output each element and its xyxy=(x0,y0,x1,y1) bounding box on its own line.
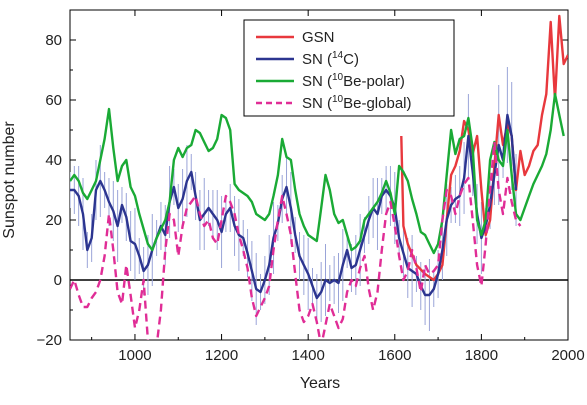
y-tick-label: 20 xyxy=(45,212,62,229)
x-tick-label: 1400 xyxy=(291,347,324,364)
x-tick-label: 1200 xyxy=(205,347,238,364)
y-tick-label: 60 xyxy=(45,92,62,109)
y-tick-label: −20 xyxy=(37,332,62,349)
x-tick-label: 1000 xyxy=(118,347,151,364)
x-tick-label: 1800 xyxy=(465,347,498,364)
y-tick-label: 0 xyxy=(54,272,62,289)
legend-label-gsn: GSN xyxy=(302,29,335,46)
axes-layer: 1000 1200 1400 1600 1800 2000 −20 0 20 40 60 80 xyxy=(37,9,585,364)
legend-label-sn-10be-global: SN (10Be-global) xyxy=(302,94,412,112)
x-tick-label: 2000 xyxy=(551,347,584,364)
y-tick-label: 40 xyxy=(45,152,62,169)
y-tick-label: 80 xyxy=(45,32,62,49)
legend-label-sn-14c: SN (14C) xyxy=(302,50,359,68)
series-line-sn-10be-polar xyxy=(70,92,565,255)
x-tick-label: 1600 xyxy=(378,347,411,364)
series-layer xyxy=(70,14,568,340)
legend-label-sn-10be-polar: SN (10Be-polar) xyxy=(302,72,405,90)
y-axis-title: Sunspot number xyxy=(1,121,18,239)
legend: GSN SN (14C) SN (10Be-polar) SN (10Be-globa… xyxy=(243,19,455,117)
x-axis-title: Years xyxy=(300,375,340,392)
series-line-sn-14c xyxy=(70,113,518,300)
